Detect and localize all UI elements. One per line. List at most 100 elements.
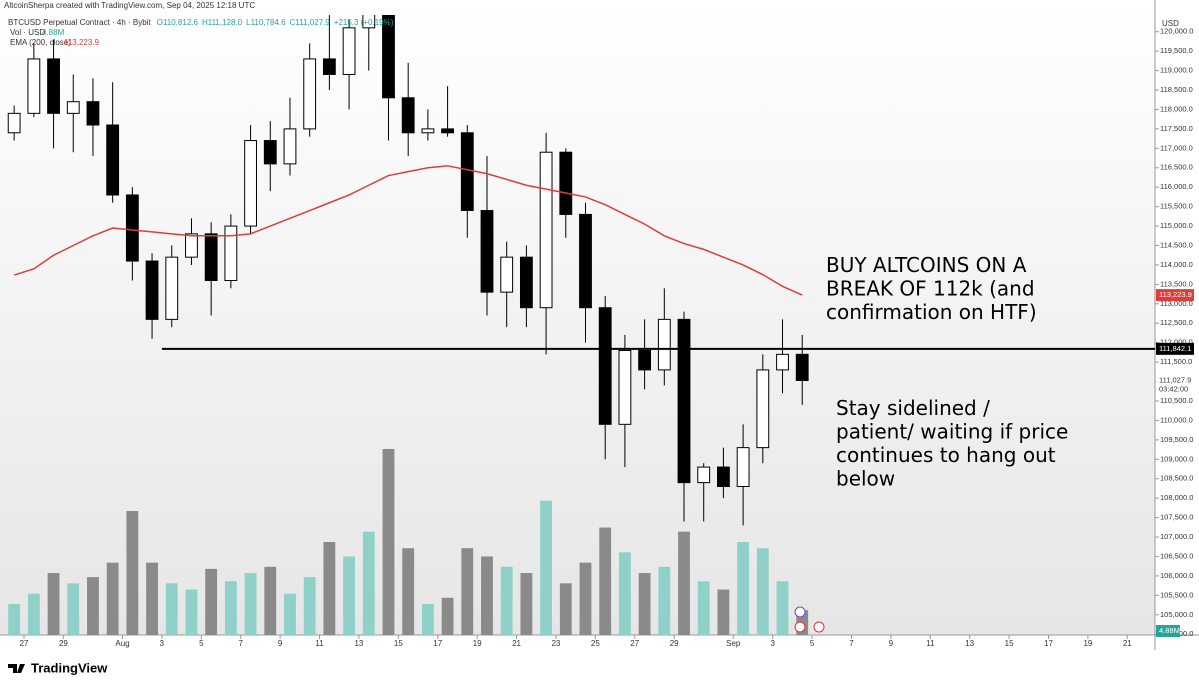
price-label-box bbox=[1156, 374, 1194, 396]
y-tick-label: 106,500.0 bbox=[1160, 551, 1193, 560]
x-tick-label: Aug bbox=[115, 639, 129, 648]
x-tick-label: 3 bbox=[770, 639, 775, 648]
volume-bar bbox=[579, 562, 592, 635]
volume-bar bbox=[678, 531, 690, 635]
x-tick-label: 25 bbox=[591, 639, 600, 648]
y-tick-label: 116,000.0 bbox=[1160, 182, 1193, 191]
candle-body bbox=[717, 466, 730, 488]
y-tick-label: 109,000.0 bbox=[1160, 454, 1193, 463]
y-tick-label: 111,500.0 bbox=[1160, 357, 1192, 366]
volume-bar bbox=[500, 566, 513, 635]
y-tick-label: 113,000.0 bbox=[1160, 299, 1193, 308]
volume-bar bbox=[284, 593, 296, 635]
x-tick-label: 19 bbox=[473, 639, 482, 648]
volume-bar bbox=[224, 581, 237, 635]
candle-body bbox=[125, 194, 139, 262]
candle-body bbox=[618, 349, 632, 425]
y-tick-label: 107,000.0 bbox=[1160, 532, 1193, 541]
ohlc-value: +215.3 (+0.19%) bbox=[334, 18, 394, 27]
y-tick-label: 105,000.0 bbox=[1160, 610, 1193, 619]
x-tick-label: 21 bbox=[512, 639, 521, 648]
volume-bar bbox=[244, 573, 257, 635]
volume-bar bbox=[303, 577, 316, 635]
event-icons[interactable] bbox=[794, 606, 825, 633]
volume-bar bbox=[697, 581, 710, 635]
annotation: patient/ waiting if price bbox=[836, 420, 1068, 444]
candle-body bbox=[362, 15, 376, 29]
event-icon[interactable] bbox=[794, 621, 806, 633]
annotation: continues to hang out bbox=[836, 443, 1056, 467]
volume-bar bbox=[362, 531, 375, 635]
ema-legend: EMA (200, close) bbox=[10, 38, 71, 47]
volume-bar bbox=[638, 573, 651, 635]
candle-body bbox=[539, 151, 553, 309]
y-tick-label: 113,500.0 bbox=[1160, 279, 1193, 288]
y-tick-label: 110,000.0 bbox=[1160, 415, 1193, 424]
candle-body bbox=[322, 58, 336, 75]
candle-body bbox=[756, 369, 770, 449]
volume-bar bbox=[520, 573, 533, 635]
volume-bar bbox=[264, 566, 277, 635]
x-tick-label: 29 bbox=[670, 639, 679, 648]
y-tick-label: 112,500.0 bbox=[1160, 318, 1193, 327]
candle-body bbox=[697, 466, 711, 484]
candle-body bbox=[47, 58, 60, 114]
x-tick-label: 17 bbox=[1044, 639, 1053, 648]
x-tick-label: 21 bbox=[1123, 639, 1132, 648]
brand: TradingView bbox=[31, 660, 108, 675]
x-tick-label: 27 bbox=[630, 639, 639, 648]
volume-bar bbox=[343, 556, 355, 635]
y-tick-label: 114,000.0 bbox=[1160, 260, 1193, 269]
x-tick-label: Sep bbox=[726, 639, 741, 648]
volume-bar bbox=[382, 449, 395, 635]
volume-bar bbox=[776, 581, 789, 635]
volume-bar bbox=[737, 542, 750, 635]
y-tick-label: 114,500.0 bbox=[1160, 240, 1193, 249]
y-tick-label: 119,000.0 bbox=[1160, 66, 1193, 75]
ema-line bbox=[13, 165, 803, 296]
candle-body bbox=[776, 353, 789, 371]
x-tick-label: 5 bbox=[810, 639, 815, 648]
event-icon[interactable] bbox=[813, 621, 825, 633]
event-icon[interactable] bbox=[794, 606, 806, 618]
x-tick-label: 15 bbox=[394, 639, 403, 648]
candle-body bbox=[598, 307, 612, 425]
candle-body bbox=[283, 128, 297, 165]
volume-bar bbox=[8, 604, 21, 635]
y-tick-label: 108,000.0 bbox=[1160, 493, 1193, 502]
candle-body bbox=[263, 140, 277, 165]
level-label: 111,842.1 bbox=[1159, 344, 1191, 353]
volume-bar bbox=[481, 556, 493, 635]
volume-bar bbox=[323, 542, 336, 635]
ohlc-value: C111,027.9 bbox=[290, 18, 331, 27]
candle-body bbox=[519, 256, 533, 309]
volume-bar bbox=[756, 548, 769, 635]
y-tick-label: 117,000.0 bbox=[1160, 143, 1193, 152]
volume-legend-value: 4.88M bbox=[42, 28, 65, 37]
y-tick-label: 118,000.0 bbox=[1160, 104, 1193, 113]
volume-bar bbox=[461, 548, 474, 635]
candle-body bbox=[303, 58, 317, 130]
x-tick-label: 27 bbox=[20, 639, 29, 648]
annotation: BREAK OF 112k (and bbox=[826, 277, 1035, 301]
candle-body bbox=[559, 151, 573, 215]
candle-body bbox=[185, 233, 198, 258]
currency: USD bbox=[1162, 19, 1179, 28]
ema-label-box bbox=[1156, 289, 1194, 302]
x-tick-label: 5 bbox=[199, 639, 204, 648]
candle-body bbox=[677, 318, 691, 484]
candle-body bbox=[500, 256, 514, 293]
candle-body bbox=[441, 128, 454, 134]
countdown: 03:42:00 bbox=[1159, 384, 1188, 393]
symbol: BTCUSD Perpetual Contract · 4h · Bybit bbox=[8, 18, 151, 27]
volume-bar bbox=[165, 583, 178, 635]
y-tick-label: 110,500.0 bbox=[1160, 396, 1193, 405]
credit: AltcoinSherpa created with TradingView.c… bbox=[4, 1, 255, 10]
x-tick-label: 29 bbox=[59, 639, 68, 648]
brand-logo bbox=[8, 664, 25, 673]
volume-bar bbox=[106, 562, 119, 635]
candle-body bbox=[657, 318, 671, 371]
volume-label: 4.88M bbox=[1159, 626, 1180, 635]
annotation: confirmation on HTF) bbox=[826, 300, 1037, 324]
